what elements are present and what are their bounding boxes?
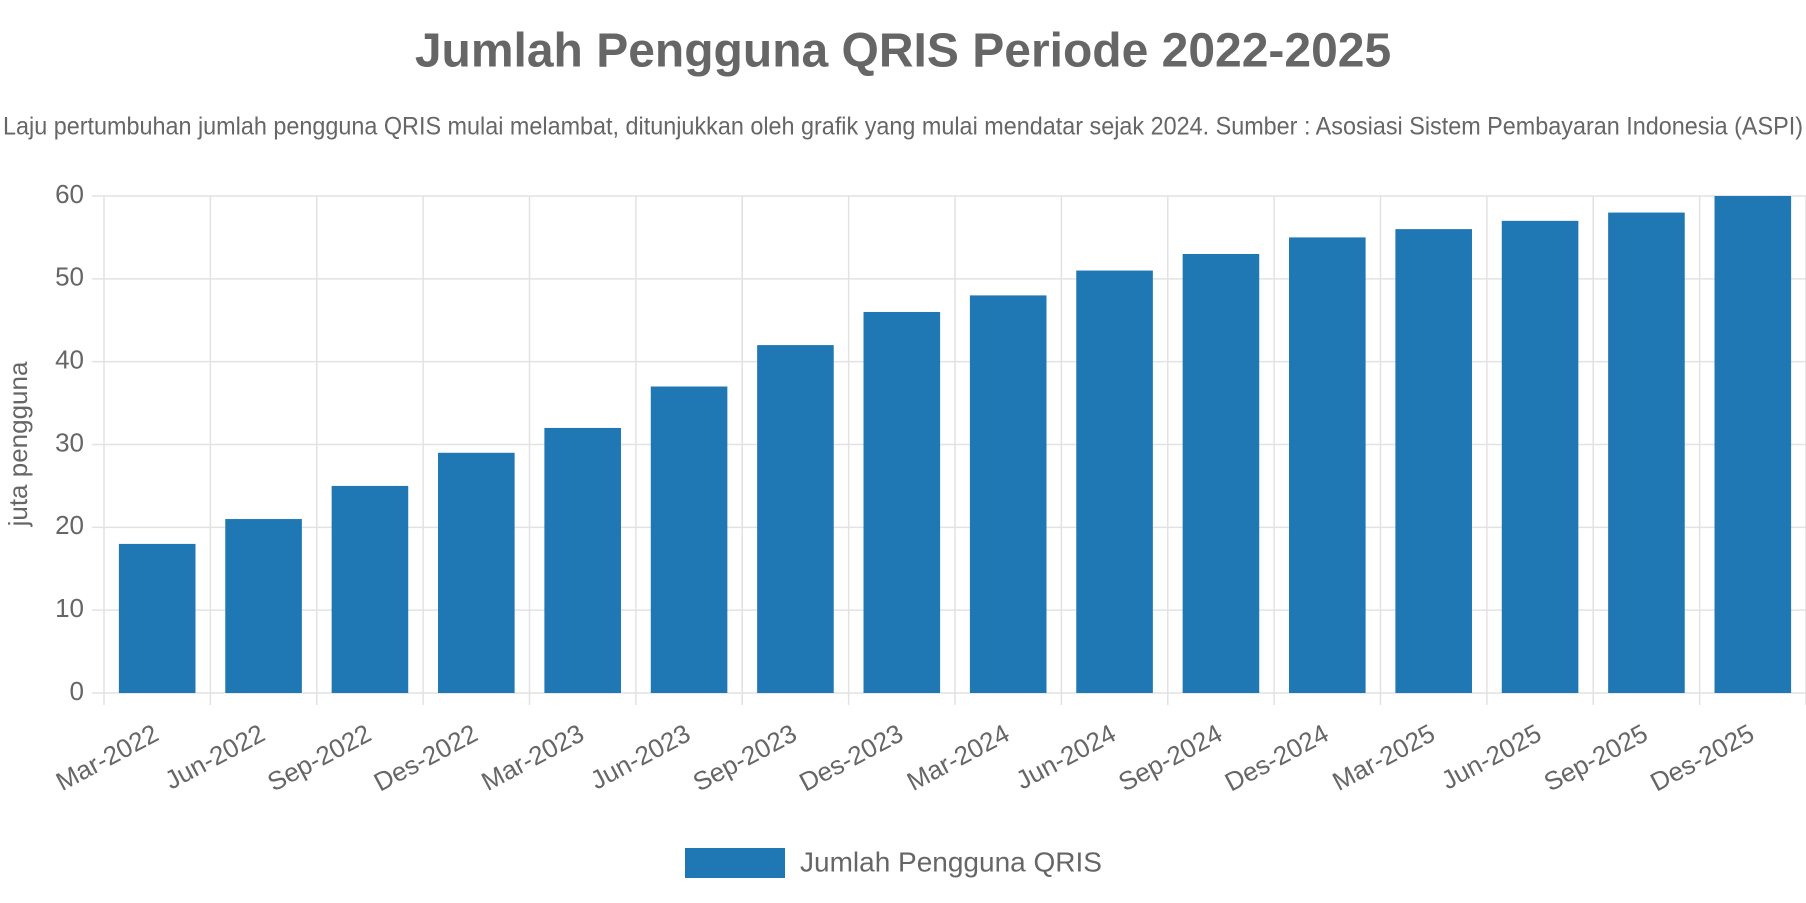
x-tick-label: Jun-2022 [160,718,270,795]
y-tick-label: 50 [55,262,84,292]
bar [225,519,302,693]
y-tick-label: 0 [70,676,84,706]
x-tick-label: Sep-2022 [262,718,376,797]
y-tick-label: 10 [55,593,84,623]
x-tick-label: Mar-2025 [1327,718,1439,797]
bar [757,345,834,693]
legend-swatch [685,848,785,878]
bar [1076,270,1153,693]
bar [1182,253,1260,693]
x-tick-label: Sep-2024 [1113,718,1227,797]
bar [1608,212,1685,694]
x-tick-label: Mar-2023 [476,718,588,797]
bar [1501,220,1579,693]
chart-title: Jumlah Pengguna QRIS Periode 2022-2025 [415,25,1391,78]
y-tick-label: 40 [55,345,84,375]
bar [438,452,515,693]
bar [1395,229,1472,693]
bar [650,386,728,693]
bar [1289,237,1366,693]
x-tick-label: Des-2023 [794,718,908,797]
x-tick-label: Des-2022 [369,718,483,797]
y-tick-label: 30 [55,427,84,457]
legend-label: Jumlah Pengguna QRIS [800,846,1102,877]
bar [1714,196,1792,693]
x-tick-label: Jun-2025 [1436,718,1546,795]
x-tick-label: Mar-2022 [51,718,163,797]
x-tick-label: Jun-2023 [585,718,695,795]
x-tick-label: Des-2024 [1220,718,1334,797]
x-tick-label: Mar-2024 [902,718,1014,797]
bar [969,295,1047,693]
bar [863,311,941,693]
bar [331,485,409,693]
y-axis-title: juta pengguna [3,361,33,527]
y-tick-label: 20 [55,510,84,540]
x-tick-label: Sep-2023 [688,718,802,797]
y-tick-label: 60 [55,179,84,209]
bar [544,427,621,693]
bar [118,543,196,693]
x-tick-label: Jun-2024 [1011,718,1121,795]
x-tick-label: Des-2025 [1645,718,1759,797]
chart-subtitle: Laju pertumbuhan jumlah pengguna QRIS mu… [3,113,1803,141]
x-tick-label: Sep-2025 [1539,718,1653,797]
